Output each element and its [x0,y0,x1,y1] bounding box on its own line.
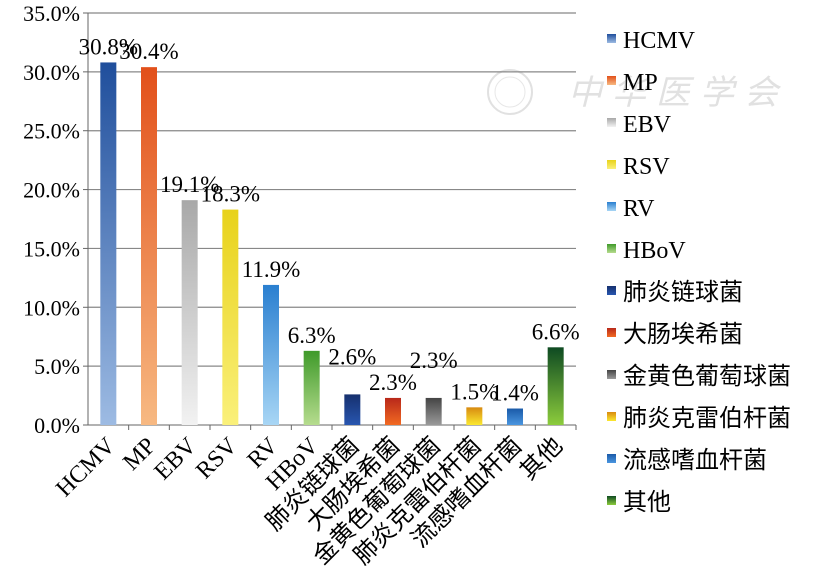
legend-label: HCMV [623,28,696,54]
bar-2 [141,67,157,426]
bar-3 [181,200,198,425]
legend-label: RV [623,196,655,222]
legend-label: HBoV [623,238,686,264]
legend-swatch [607,244,616,253]
x-tick-label: RSV [191,432,243,484]
legend-label: 肺炎克雷伯杆菌 [623,405,791,432]
bar-6 [303,350,320,425]
y-tick-label: 15.0% [23,236,80,261]
legend-label: 金黄色葡萄球菌 [623,363,791,390]
legend-swatch [607,328,616,337]
bar-8 [385,397,401,425]
bar-12 [547,347,564,425]
data-label: 18.3% [201,182,260,207]
bar-7 [344,394,361,425]
legend-label: 肺炎链球菌 [623,279,743,306]
bar-1 [100,62,117,425]
data-label: 6.3% [288,323,336,348]
legend-swatch [607,412,616,421]
y-tick-label: 5.0% [34,354,80,379]
legend-label: EBV [623,112,672,138]
data-label: 1.5% [450,379,498,404]
data-label: 2.6% [328,344,376,369]
bar-10 [466,407,483,425]
legend-swatch [607,454,616,463]
legend-swatch [607,118,616,127]
data-label: 30.4% [119,39,178,64]
data-label: 1.4% [491,381,539,406]
legend-label: RSV [623,154,670,180]
data-label: 19.1% [160,172,219,197]
bar-11 [507,408,523,425]
data-label: 6.6% [532,319,580,344]
legend-swatch [607,160,616,169]
legend-label: 大肠埃希菌 [623,321,743,348]
legend-swatch [607,286,616,295]
x-tick-label: 其他 [515,432,568,485]
x-tick-label: HCMV [51,432,121,502]
x-tick-label: EBV [150,432,203,485]
bar-5 [263,284,279,425]
bar-4 [222,209,239,425]
legend-swatch [607,76,616,85]
y-tick-label: 35.0% [23,1,80,26]
data-label: 30.8% [79,34,138,59]
y-tick-label: 25.0% [23,119,80,144]
data-label: 2.3% [410,348,458,373]
legend-swatch [607,34,616,43]
legend-swatch [607,202,616,211]
legend-label: 其他 [623,489,671,516]
data-label: 2.3% [369,370,417,395]
watermark-logo: 中华医学会 [487,69,788,115]
watermark-text: 中华医学会 [568,75,788,112]
bar-9 [425,397,442,425]
data-label: 11.9% [242,257,301,282]
y-tick-label: 0.0% [34,413,80,438]
legend-label: 流感嗜血杆菌 [623,447,767,474]
legend-label: MP [623,70,658,96]
legend-swatch [607,370,616,379]
y-tick-label: 30.0% [23,60,80,85]
legend-swatch [607,496,616,505]
y-tick-label: 20.0% [23,178,80,203]
y-tick-label: 10.0% [23,295,80,320]
